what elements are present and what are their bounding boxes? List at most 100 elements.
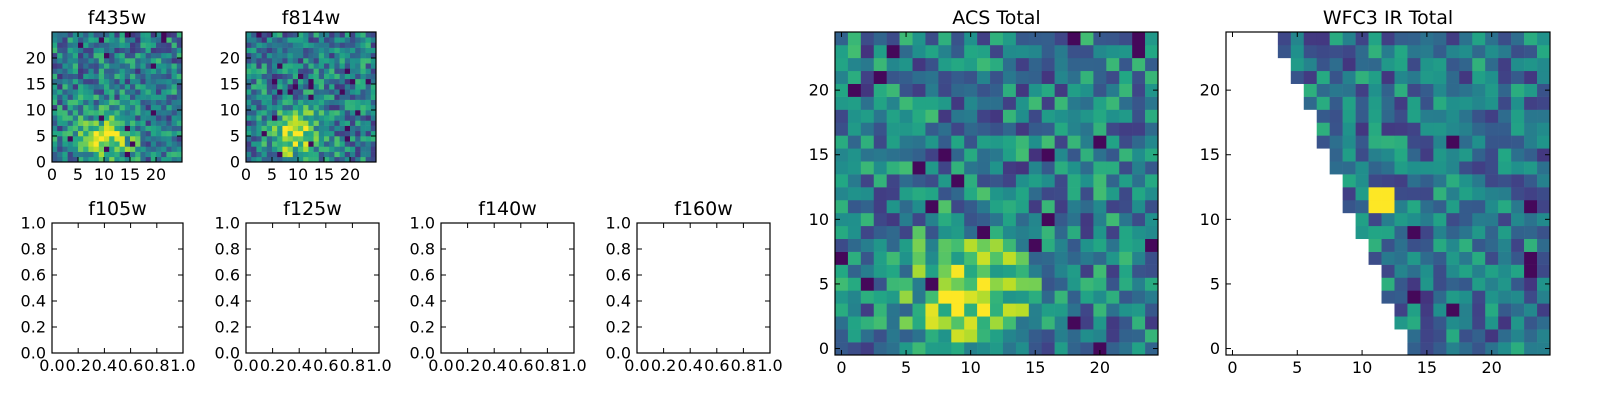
heatmap-cell-f814w xyxy=(350,141,356,147)
heatmap-cell-wfc3-ir-total xyxy=(1459,225,1473,240)
heatmap-cell-f814w xyxy=(251,146,257,152)
heatmap-cell-f435w xyxy=(124,78,131,85)
heatmap-cell-f435w xyxy=(124,115,131,121)
heatmap-cell-f814w xyxy=(344,110,351,116)
heatmap-cell-wfc3-ir-total xyxy=(1368,32,1382,46)
heatmap-cell-acs-total xyxy=(925,96,939,110)
heatmap-cell-f435w xyxy=(140,37,146,43)
heatmap-cell-wfc3-ir-total xyxy=(1277,303,1292,317)
heatmap-cell-acs-total xyxy=(1080,83,1094,97)
heatmap-cell-wfc3-ir-total xyxy=(1329,277,1343,291)
x-tick-label-f435w: 20 xyxy=(146,165,166,184)
heatmap-cell-f435w xyxy=(176,68,183,74)
heatmap-cell-acs-total xyxy=(899,57,913,72)
heatmap-cell-wfc3-ir-total xyxy=(1342,212,1356,227)
heatmap-cell-f814w xyxy=(266,32,273,38)
heatmap-cell-f435w xyxy=(62,110,68,116)
heatmap-cell-acs-total xyxy=(1028,264,1043,278)
heatmap-cell-f814w xyxy=(370,42,377,48)
heatmap-cell-acs-total xyxy=(951,161,965,175)
heatmap-cell-f435w xyxy=(72,32,79,38)
heatmap-cell-f814w xyxy=(256,37,262,43)
heatmap-cell-wfc3-ir-total xyxy=(1537,96,1551,110)
heatmap-cell-f814w xyxy=(256,125,262,132)
heatmap-cell-wfc3-ir-total xyxy=(1485,148,1499,162)
y-tick-label-f160w: 0.0 xyxy=(606,344,631,363)
heatmap-cell-wfc3-ir-total xyxy=(1381,135,1395,149)
heatmap-cell-f435w xyxy=(176,37,183,43)
heatmap-cell-f435w xyxy=(72,84,79,90)
heatmap-cell-acs-total xyxy=(1145,70,1159,84)
heatmap-cell-f814w xyxy=(365,125,372,132)
heatmap-cell-f435w xyxy=(83,84,89,90)
heatmap-cell-f814w xyxy=(318,130,325,137)
heatmap-cell-acs-total xyxy=(1145,290,1159,304)
heatmap-cell-f435w xyxy=(176,120,183,126)
heatmap-cell-f435w xyxy=(171,58,178,64)
heatmap-cell-acs-total xyxy=(1054,96,1068,110)
x-tick-label-f160w: 0.0 xyxy=(624,356,649,375)
heatmap-cell-acs-total xyxy=(912,342,926,356)
heatmap-cell-f435w xyxy=(161,58,167,64)
heatmap-cell-acs-total xyxy=(1145,329,1159,343)
heatmap-cell-f814w xyxy=(360,52,366,59)
heatmap-cell-wfc3-ir-total xyxy=(1251,264,1266,278)
heatmap-cell-wfc3-ir-total xyxy=(1381,225,1395,240)
heatmap-cell-f814w xyxy=(272,156,278,163)
y-tick-label-f814w: 20 xyxy=(220,49,240,68)
heatmap-cell-f435w xyxy=(140,78,146,85)
heatmap-cell-f435w xyxy=(83,32,89,38)
heatmap-cell-f435w xyxy=(166,84,172,90)
heatmap-cell-f435w xyxy=(98,120,105,126)
heatmap-cell-acs-total xyxy=(1093,329,1107,343)
heatmap-cell-f814w xyxy=(329,130,335,137)
heatmap-cell-wfc3-ir-total xyxy=(1472,264,1486,278)
heatmap-cell-f435w xyxy=(57,32,63,38)
heatmap-cell-f814w xyxy=(318,156,325,163)
heatmap-cell-acs-total xyxy=(847,174,862,188)
heatmap-cell-f814w xyxy=(303,73,309,80)
heatmap-cell-acs-total xyxy=(1002,44,1017,59)
heatmap-cell-wfc3-ir-total xyxy=(1459,122,1473,136)
heatmap-cell-f435w xyxy=(161,47,167,54)
heatmap-cell-f814w xyxy=(292,78,299,85)
heatmap-cell-f435w xyxy=(98,63,105,69)
heatmap-cell-f814w xyxy=(329,151,335,158)
heatmap-cell-acs-total xyxy=(1119,342,1133,356)
heatmap-cell-f814w xyxy=(277,151,283,158)
heatmap-cell-f814w xyxy=(360,120,366,126)
heatmap-cell-f814w xyxy=(256,78,262,85)
heatmap-cell-acs-total xyxy=(1145,109,1159,123)
heatmap-cell-wfc3-ir-total xyxy=(1226,212,1240,227)
heatmap-cell-acs-total xyxy=(1145,251,1159,265)
heatmap-cell-acs-total xyxy=(835,122,849,136)
heatmap-cell-f814w xyxy=(272,63,278,69)
y-tick-label-f160w: 1.0 xyxy=(606,214,631,233)
heatmap-cell-wfc3-ir-total xyxy=(1277,238,1292,252)
heatmap-cell-acs-total xyxy=(1028,212,1043,227)
heatmap-cell-acs-total xyxy=(835,70,849,84)
heatmap-cell-f435w xyxy=(109,73,115,80)
heatmap-cell-wfc3-ir-total xyxy=(1316,264,1330,278)
heatmap-cell-acs-total xyxy=(1080,212,1094,227)
heatmap-cell-f435w xyxy=(62,146,68,152)
heatmap-cell-wfc3-ir-total xyxy=(1264,83,1279,97)
heatmap-cell-acs-total xyxy=(977,135,991,149)
heatmap-cell-acs-total xyxy=(1093,174,1107,188)
heatmap-cell-f814w xyxy=(251,136,257,142)
heatmap-cell-acs-total xyxy=(1093,238,1107,252)
heatmap-cell-f814w xyxy=(339,115,346,121)
heatmap-cell-f435w xyxy=(140,136,146,142)
heatmap-cell-acs-total xyxy=(873,212,887,227)
heatmap-cell-acs-total xyxy=(1028,148,1043,162)
heatmap-cell-wfc3-ir-total xyxy=(1537,225,1551,240)
heatmap-cell-f435w xyxy=(72,104,79,111)
heatmap-cell-wfc3-ir-total xyxy=(1290,96,1305,110)
heatmap-cell-acs-total xyxy=(899,109,913,123)
heatmap-cell-acs-total xyxy=(1119,44,1133,59)
heatmap-cell-wfc3-ir-total xyxy=(1290,148,1305,162)
heatmap-cell-wfc3-ir-total xyxy=(1420,96,1434,110)
heatmap-cell-wfc3-ir-total xyxy=(1316,96,1330,110)
heatmap-cell-f435w xyxy=(83,52,89,59)
heatmap-cell-f435w xyxy=(130,37,136,43)
